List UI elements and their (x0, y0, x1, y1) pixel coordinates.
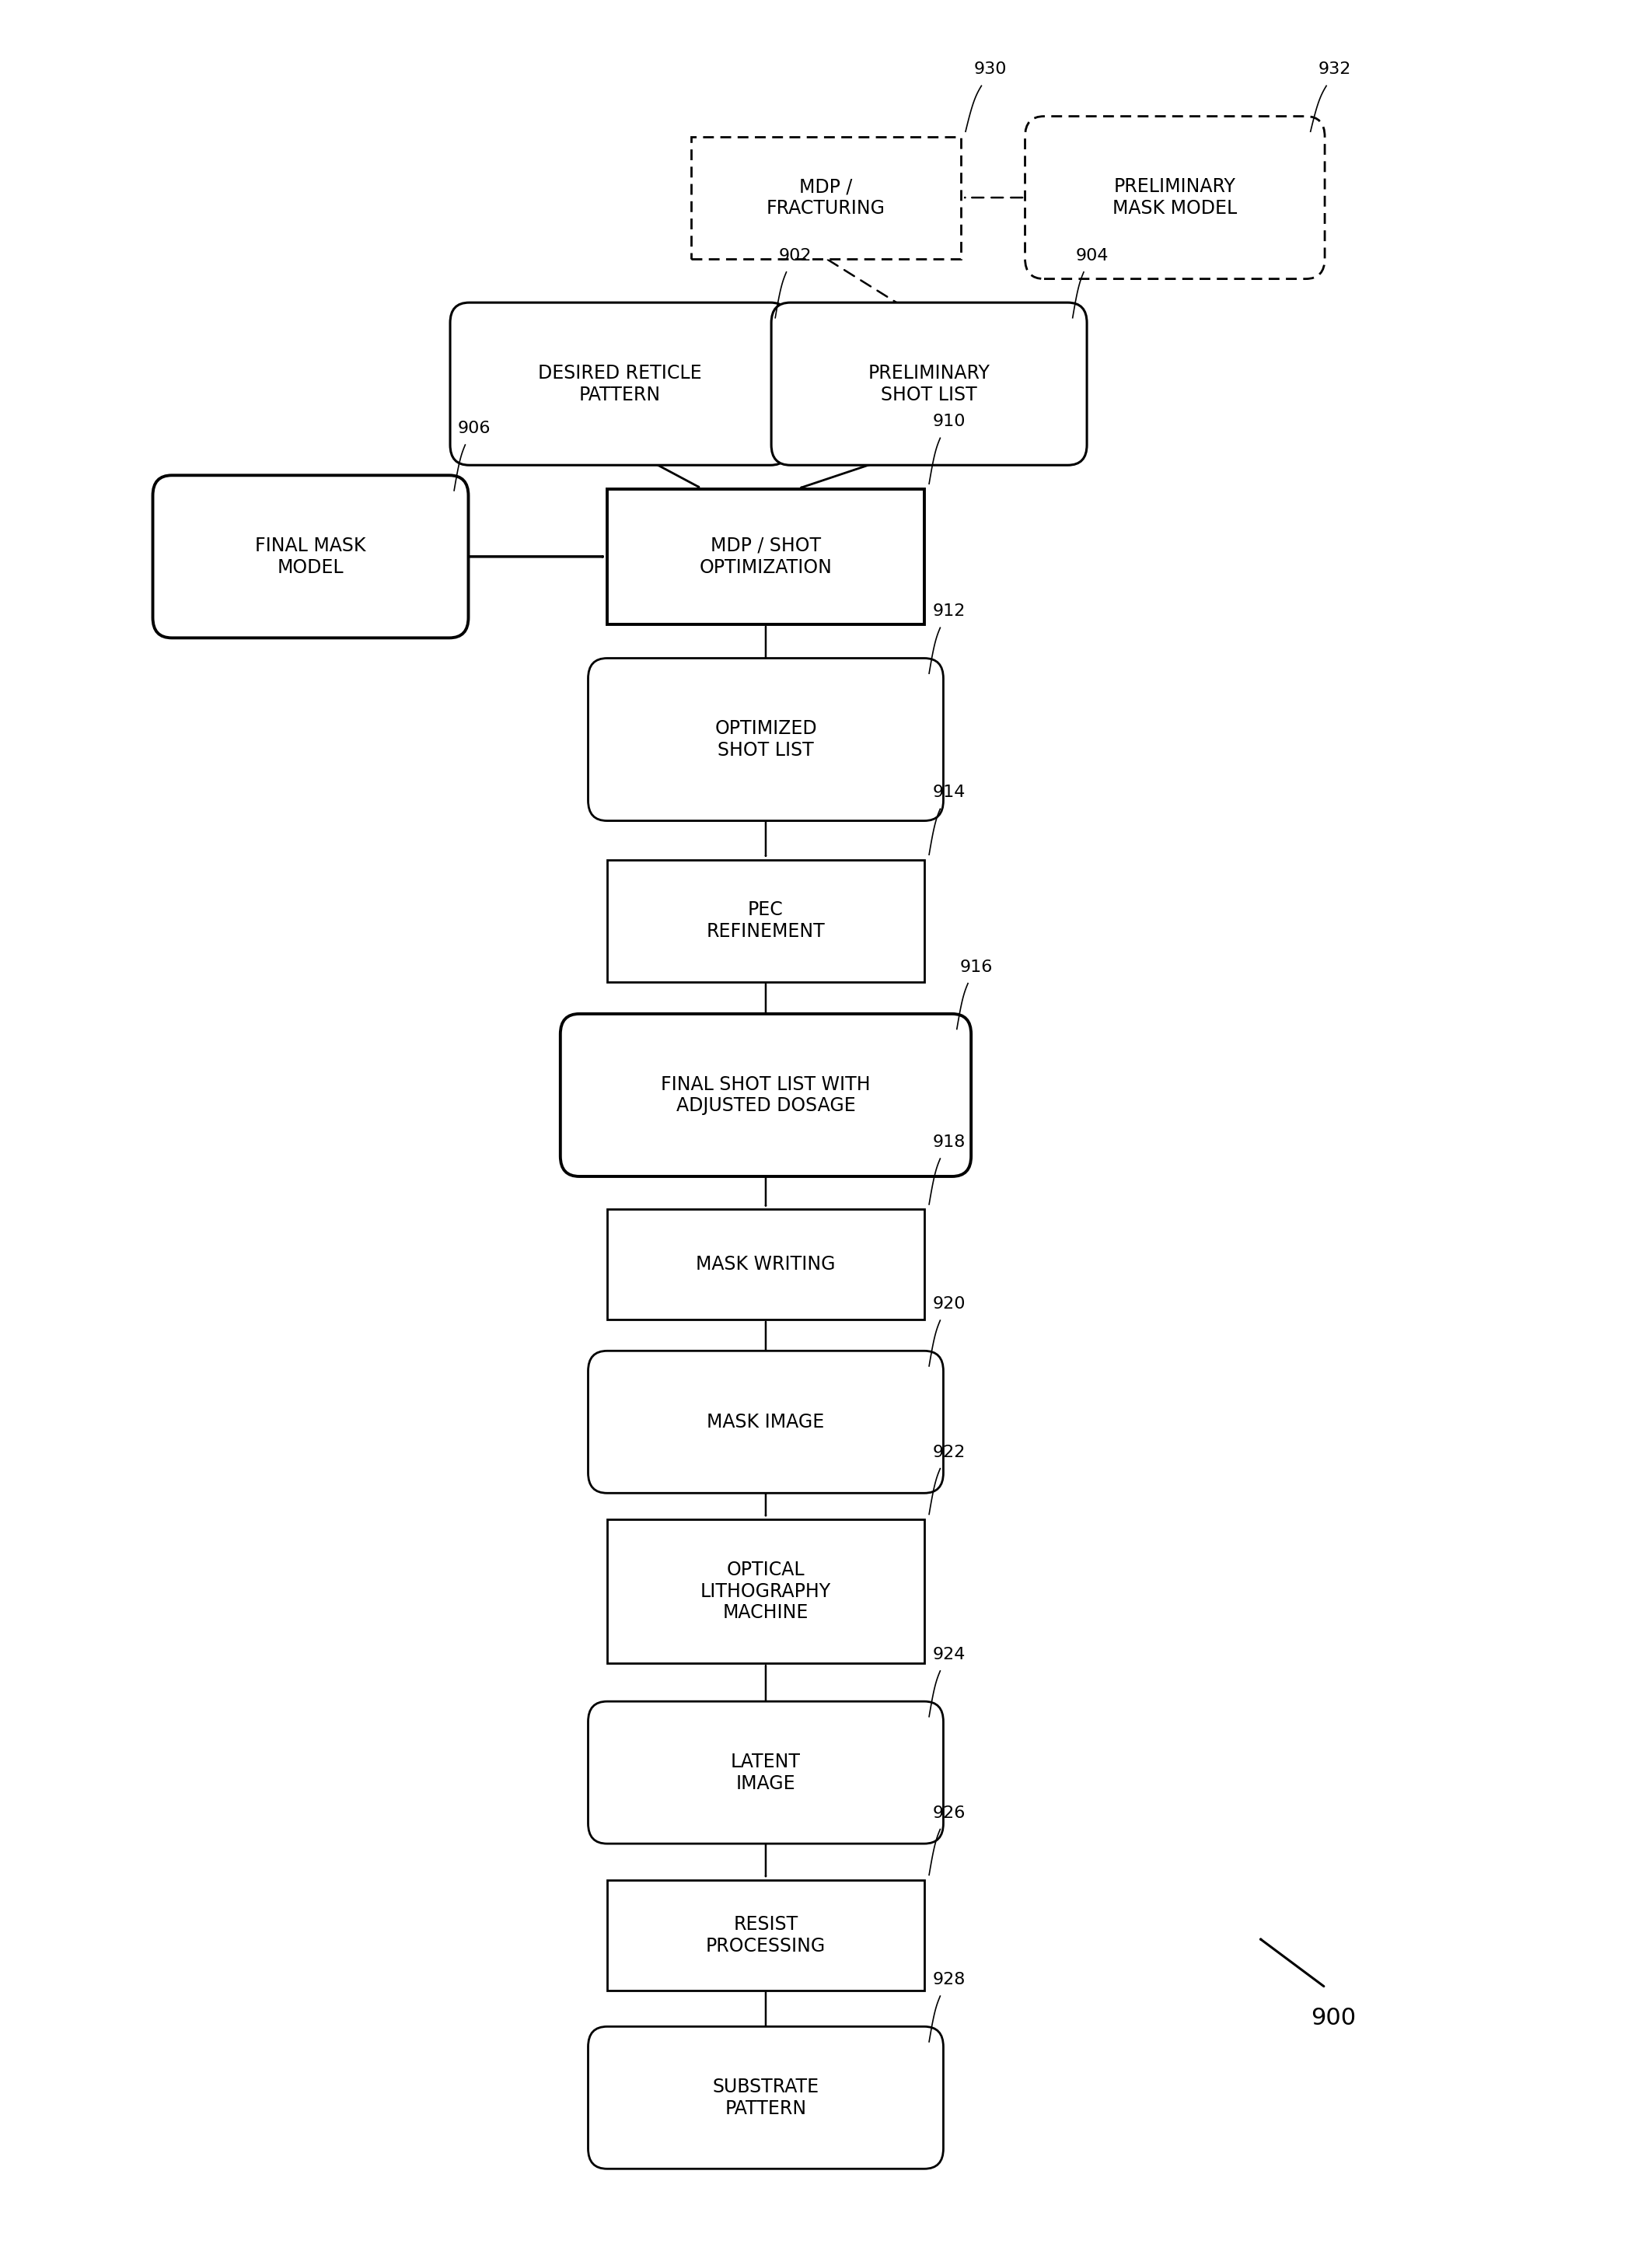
Text: FINAL MASK
MODEL: FINAL MASK MODEL (254, 537, 367, 576)
Text: 930: 930 (973, 61, 1006, 77)
FancyBboxPatch shape (771, 303, 1087, 465)
Text: 912: 912 (932, 603, 965, 619)
Text: FINAL SHOT LIST WITH
ADJUSTED DOSAGE: FINAL SHOT LIST WITH ADJUSTED DOSAGE (661, 1075, 871, 1115)
Text: 928: 928 (932, 1971, 965, 1987)
Text: 916: 916 (960, 960, 993, 975)
Text: 926: 926 (932, 1804, 965, 1820)
Text: LATENT
IMAGE: LATENT IMAGE (730, 1752, 801, 1793)
Bar (608, 860, 925, 982)
Bar (608, 490, 925, 625)
Text: OPTICAL
LITHOGRAPHY
MACHINE: OPTICAL LITHOGRAPHY MACHINE (700, 1560, 831, 1621)
Text: 900: 900 (1312, 2007, 1356, 2030)
Text: MDP /
FRACTURING: MDP / FRACTURING (767, 178, 885, 217)
Text: 922: 922 (932, 1445, 965, 1461)
Text: PEC
REFINEMENT: PEC REFINEMENT (707, 901, 824, 942)
Text: 906: 906 (458, 420, 491, 436)
Bar (691, 135, 961, 257)
Text: 918: 918 (932, 1134, 965, 1149)
Text: MASK WRITING: MASK WRITING (695, 1255, 836, 1274)
Text: OPTIMIZED
SHOT LIST: OPTIMIZED SHOT LIST (715, 720, 816, 759)
Text: MASK IMAGE: MASK IMAGE (707, 1414, 824, 1432)
FancyBboxPatch shape (588, 1703, 943, 1843)
Text: PRELIMINARY
SHOT LIST: PRELIMINARY SHOT LIST (867, 364, 990, 404)
Text: 902: 902 (778, 248, 811, 264)
Text: DESIRED RETICLE
PATTERN: DESIRED RETICLE PATTERN (539, 364, 702, 404)
Text: 920: 920 (932, 1296, 965, 1312)
Bar (608, 1520, 925, 1664)
Text: PRELIMINARY
MASK MODEL: PRELIMINARY MASK MODEL (1112, 178, 1237, 217)
Text: MDP / SHOT
OPTIMIZATION: MDP / SHOT OPTIMIZATION (699, 537, 833, 576)
Text: 910: 910 (932, 413, 965, 429)
FancyBboxPatch shape (560, 1014, 971, 1176)
Text: RESIST
PROCESSING: RESIST PROCESSING (705, 1915, 826, 1955)
Text: SUBSTRATE
PATTERN: SUBSTRATE PATTERN (712, 2077, 819, 2118)
Text: 924: 924 (932, 1646, 965, 1662)
Text: 914: 914 (932, 786, 965, 799)
Bar (608, 1881, 925, 1989)
FancyBboxPatch shape (1024, 115, 1325, 278)
FancyBboxPatch shape (152, 476, 469, 637)
FancyBboxPatch shape (588, 2028, 943, 2168)
FancyBboxPatch shape (449, 303, 790, 465)
FancyBboxPatch shape (588, 659, 943, 822)
FancyBboxPatch shape (588, 1350, 943, 1493)
Bar (608, 1210, 925, 1319)
Text: 932: 932 (1318, 61, 1351, 77)
Text: 904: 904 (1075, 248, 1108, 264)
